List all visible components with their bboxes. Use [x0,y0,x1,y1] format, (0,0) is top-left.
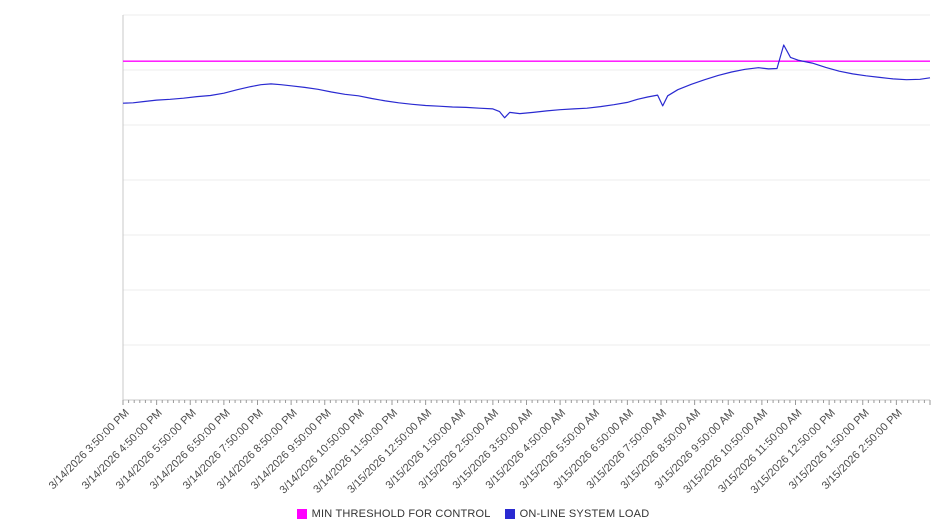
legend-swatch-icon [504,509,515,519]
legend-item[interactable]: MIN THRESHOLD FOR CONTROL [296,508,491,520]
chart-legend: MIN THRESHOLD FOR CONTROL ON-LINE SYSTEM … [0,508,946,520]
load-series-line [122,44,931,119]
legend-label: MIN THRESHOLD FOR CONTROL [311,508,491,520]
legend-label: ON-LINE SYSTEM LOAD [519,508,650,520]
legend-item[interactable]: ON-LINE SYSTEM LOAD [504,508,650,520]
chart-plot-area [122,14,931,405]
legend-swatch-icon [296,509,307,519]
